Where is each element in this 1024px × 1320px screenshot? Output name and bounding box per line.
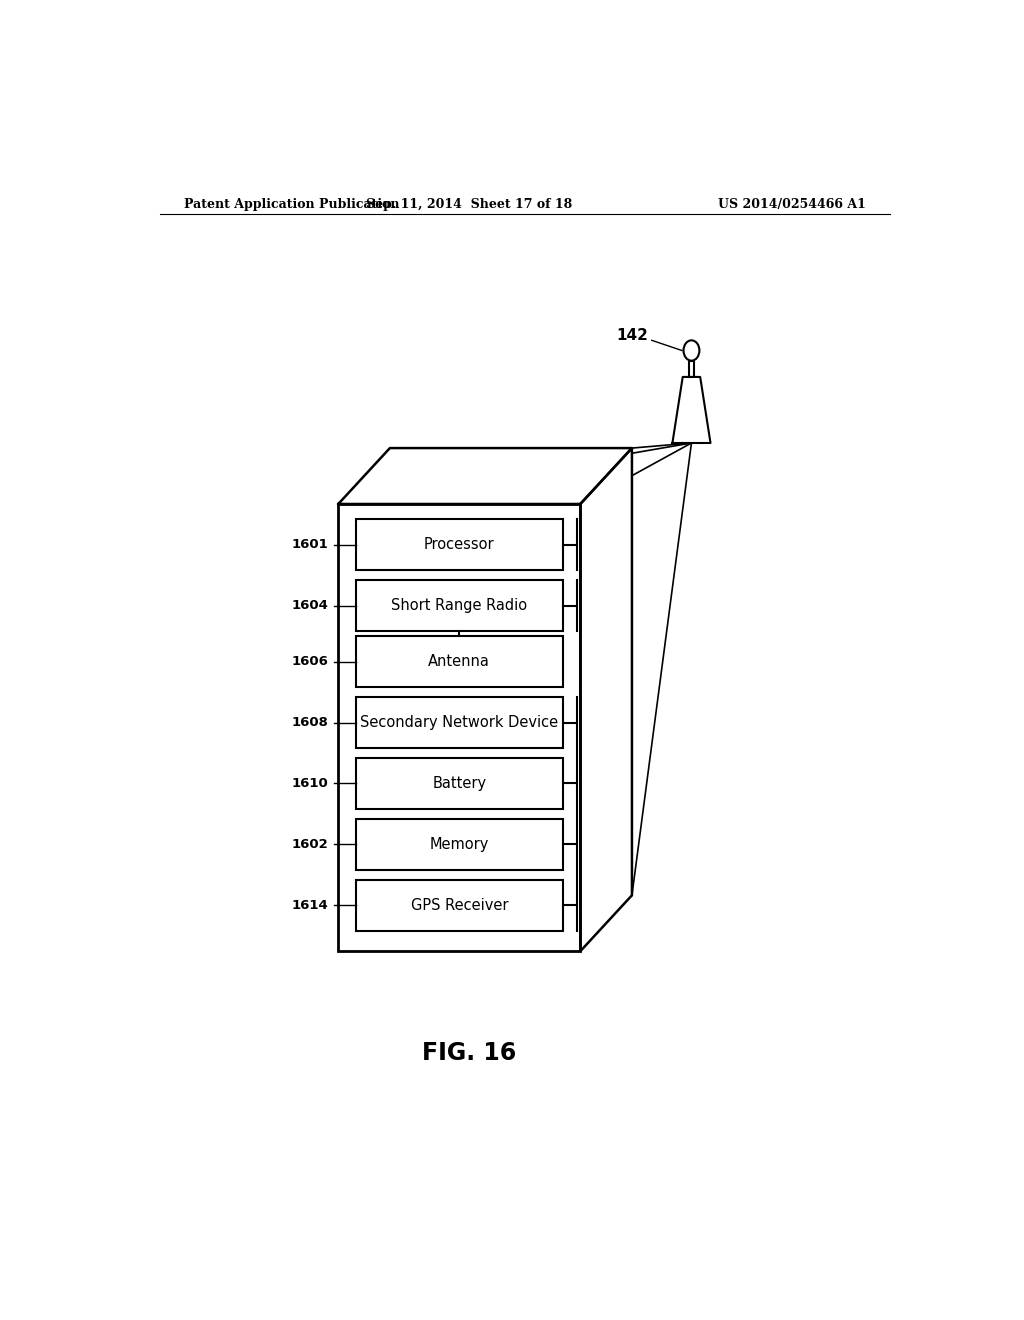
Text: Antenna: Antenna — [428, 653, 490, 669]
Bar — [355, 818, 563, 870]
Polygon shape — [673, 378, 711, 444]
Text: Short Range Radio: Short Range Radio — [391, 598, 527, 612]
Bar — [355, 697, 563, 748]
Bar — [338, 504, 581, 952]
Text: 1608: 1608 — [292, 715, 329, 729]
Text: FIG. 16: FIG. 16 — [422, 1041, 516, 1065]
Bar — [355, 636, 563, 686]
Bar — [355, 880, 563, 931]
Text: 142: 142 — [616, 327, 648, 343]
Text: 1602: 1602 — [292, 838, 329, 851]
Polygon shape — [581, 447, 632, 952]
Text: 1614: 1614 — [292, 899, 329, 912]
Bar — [355, 581, 563, 631]
Polygon shape — [689, 360, 694, 378]
Text: Secondary Network Device: Secondary Network Device — [360, 715, 558, 730]
Polygon shape — [338, 447, 632, 504]
Circle shape — [684, 341, 699, 360]
Text: 1610: 1610 — [292, 777, 329, 789]
Text: Battery: Battery — [432, 776, 486, 791]
Text: Patent Application Publication: Patent Application Publication — [183, 198, 399, 211]
Text: Memory: Memory — [430, 837, 489, 851]
Bar — [355, 758, 563, 809]
Text: 1606: 1606 — [292, 655, 329, 668]
Bar — [355, 519, 563, 570]
Text: GPS Receiver: GPS Receiver — [411, 898, 508, 913]
Text: 1601: 1601 — [292, 539, 329, 552]
Text: Sep. 11, 2014  Sheet 17 of 18: Sep. 11, 2014 Sheet 17 of 18 — [367, 198, 572, 211]
Text: 1604: 1604 — [292, 599, 329, 612]
Text: US 2014/0254466 A1: US 2014/0254466 A1 — [718, 198, 866, 211]
Text: Processor: Processor — [424, 537, 495, 552]
